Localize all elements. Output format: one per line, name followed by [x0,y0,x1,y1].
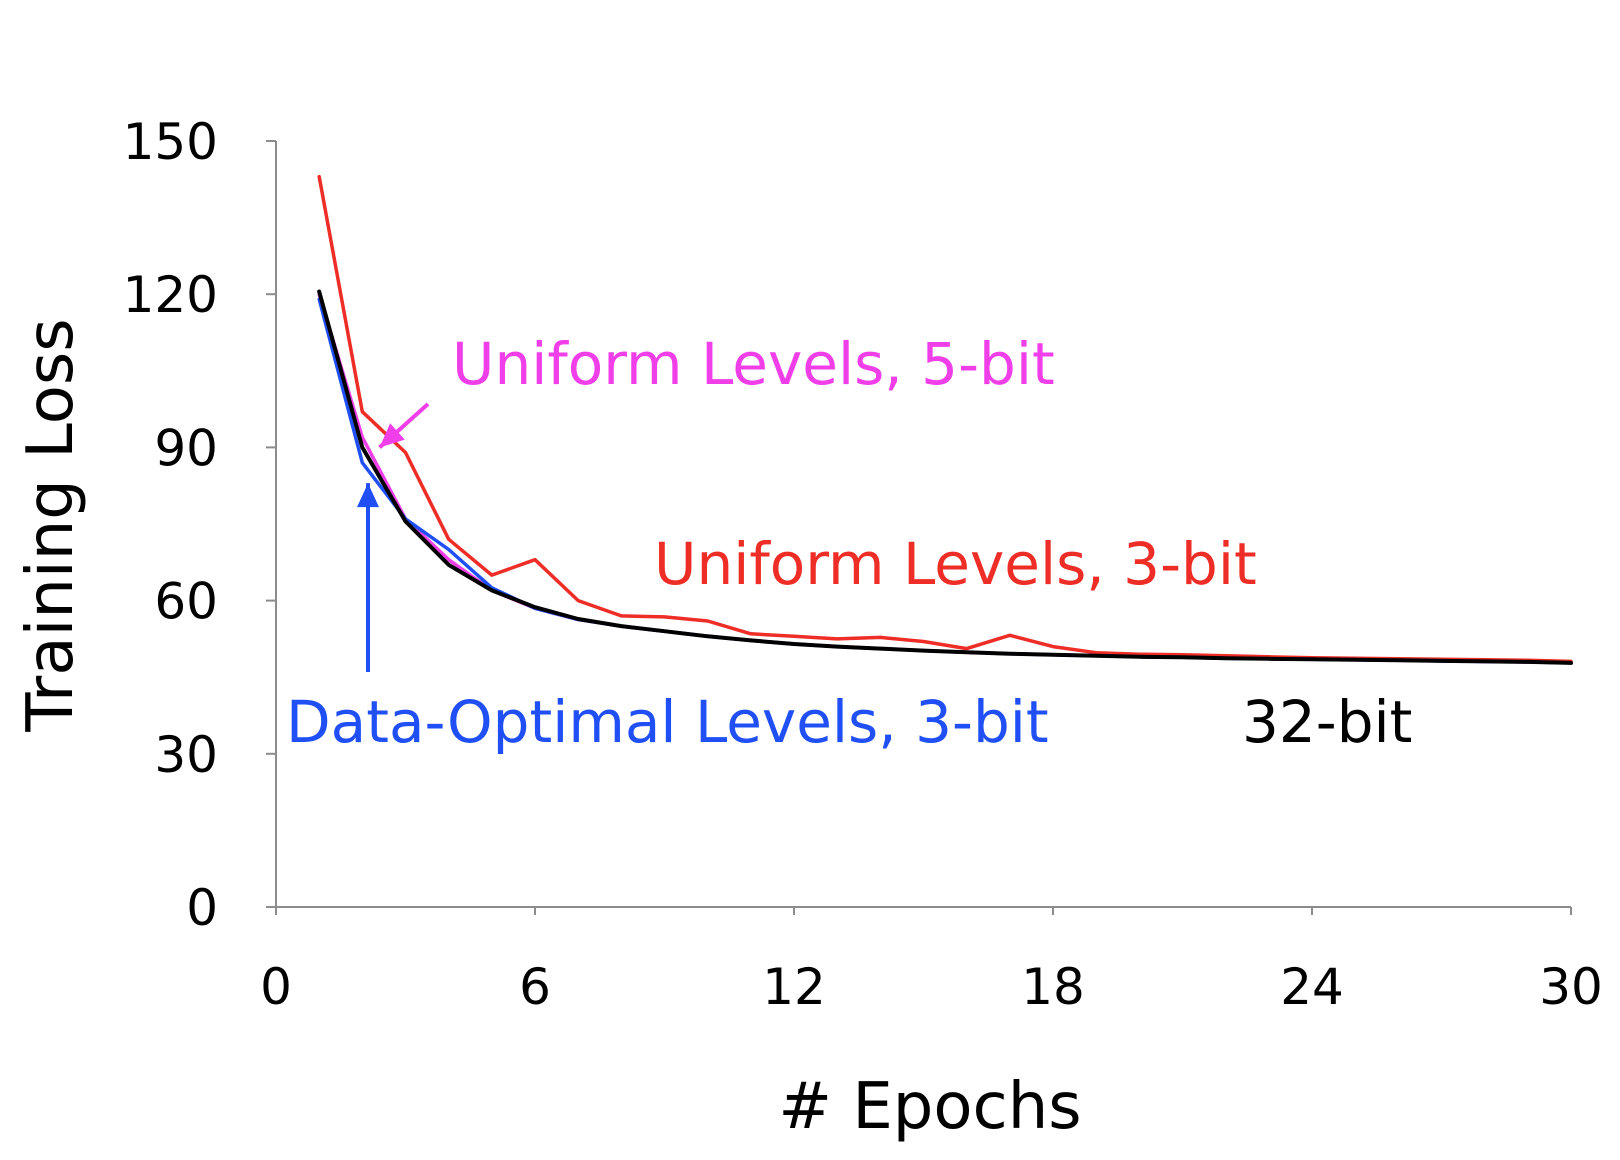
y-tick-label: 30 [154,726,218,784]
axes [266,140,1572,915]
labels: 0 30 60 90 120 150 0 6 12 18 24 30 # Epochs Training … [14,113,1603,1144]
x-tick-label: 0 [260,958,292,1016]
series-lines [317,174,1573,665]
y-tick-label: 90 [154,419,218,477]
y-tick-label: 150 [123,113,218,171]
x-tick-label: 18 [1021,958,1085,1016]
x-tick-label: 24 [1280,958,1344,1016]
y-tick-label: 0 [186,879,218,937]
label-uniform-3bit: Uniform Levels, 3-bit [654,530,1257,598]
arrow-data-optimal-3bit-head [357,483,379,508]
y-axis-title: Training Loss [14,318,88,732]
label-32bit: 32-bit [1242,688,1412,756]
x-tick-label: 6 [519,958,551,1016]
x-tick-label: 12 [762,958,826,1016]
arrow-uniform-5bit-head [379,423,405,448]
annotation-arrows [357,402,430,672]
y-tick-label: 60 [154,573,218,631]
y-tick-label: 120 [123,266,218,324]
x-tick-label: 30 [1539,958,1603,1016]
series-line-32-bit [317,289,1573,665]
x-axis-title: # Epochs [778,1070,1081,1144]
label-data-optimal-3bit: Data-Optimal Levels, 3-bit [286,688,1049,756]
label-uniform-5bit: Uniform Levels, 5-bit [452,330,1055,398]
